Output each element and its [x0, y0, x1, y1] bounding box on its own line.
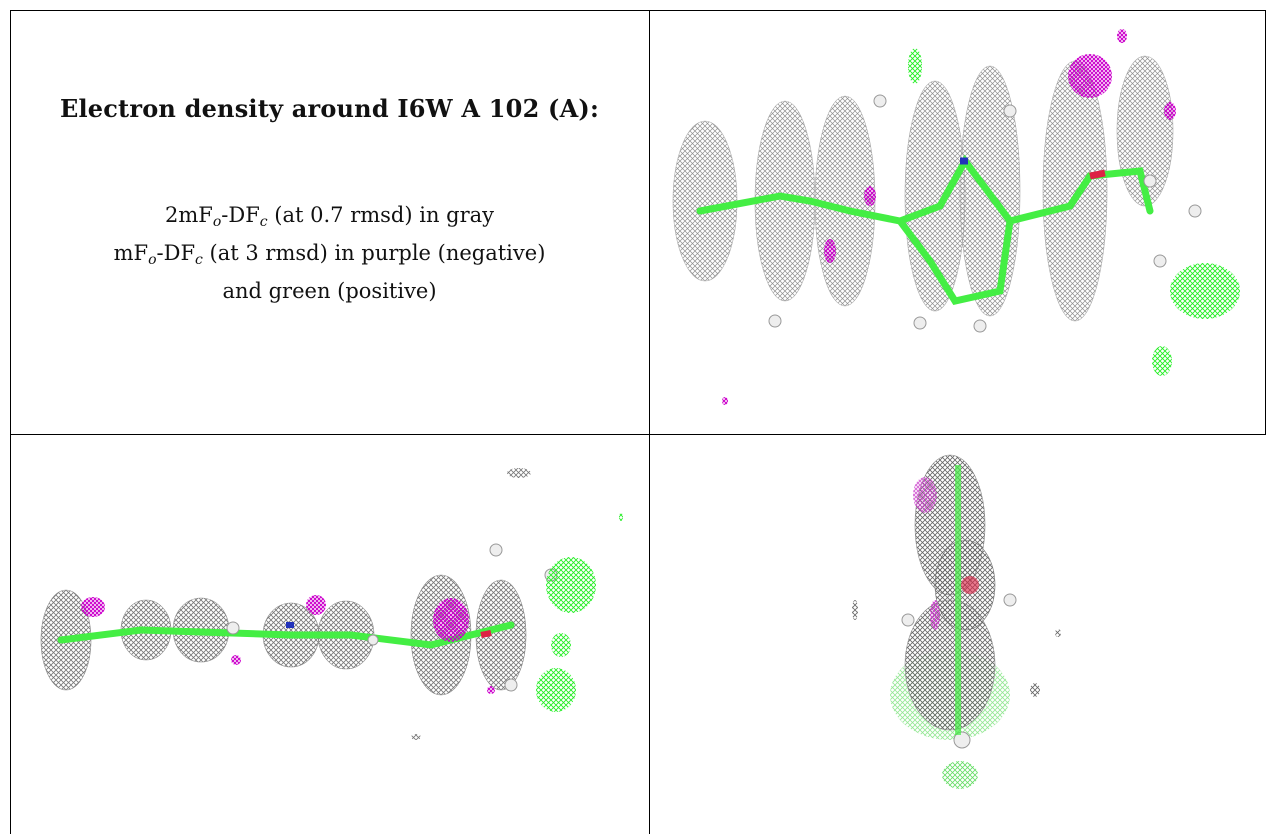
table-top-border: [10, 10, 1266, 11]
legend-1-mid: -DF: [221, 203, 260, 227]
legend-line-3: and green (positive): [222, 279, 437, 303]
stray-gray-mesh: [852, 600, 1061, 697]
legend-2-prefix: mF: [113, 241, 149, 265]
negative-density-purple: [81, 595, 495, 694]
legend-2-suffix: (at 3 rmsd) in purple (negative): [202, 241, 546, 265]
table-right-border: [1265, 10, 1266, 434]
legend-line-2: mFo-DFc (at 3 rmsd) in purple (negative): [10, 238, 649, 276]
negative-density-purple: [722, 29, 1176, 405]
density-map-top-right: [672, 29, 1240, 405]
bond-skeleton: [696, 154, 1154, 305]
view-top-right: [650, 11, 1265, 434]
density-map-bottom-left: [40, 468, 623, 740]
table-middle-border: [10, 434, 1266, 435]
legend-2-sub-c: c: [195, 252, 203, 268]
legend-1-prefix: 2mF: [164, 203, 213, 227]
legend-1-sub-c: c: [259, 214, 268, 230]
positive-density-green: [908, 48, 1240, 376]
bond-skeleton: [57, 621, 515, 649]
legend-1-suffix: (at 0.7 rmsd) in gray: [267, 203, 495, 227]
caption-cell: Electron density around I6W A 102 (A): 2…: [10, 10, 649, 434]
table-center-divider: [649, 10, 650, 834]
view-bottom-right: [650, 435, 1265, 834]
stray-gray-mesh: [411, 468, 531, 740]
legend-line-1: 2mFo-DFc (at 0.7 rmsd) in gray: [10, 200, 649, 238]
legend-2-sub-o: o: [148, 252, 157, 268]
caption-legend: 2mFo-DFc (at 0.7 rmsd) in gray mFo-DFc (…: [10, 200, 649, 307]
legend-1-sub-o: o: [212, 214, 222, 230]
legend-2-mid: -DF: [156, 241, 196, 265]
density-map-bottom-right: [852, 454, 1061, 789]
view-bottom-left: [11, 435, 649, 834]
caption-heading: Electron density around I6W A 102 (A):: [59, 94, 600, 123]
hydrogen-atoms: [768, 94, 1202, 333]
table-left-border: [10, 10, 11, 834]
negative-density-purple: [913, 477, 940, 630]
atoms: [901, 465, 1017, 749]
positive-density-green: [536, 513, 623, 712]
